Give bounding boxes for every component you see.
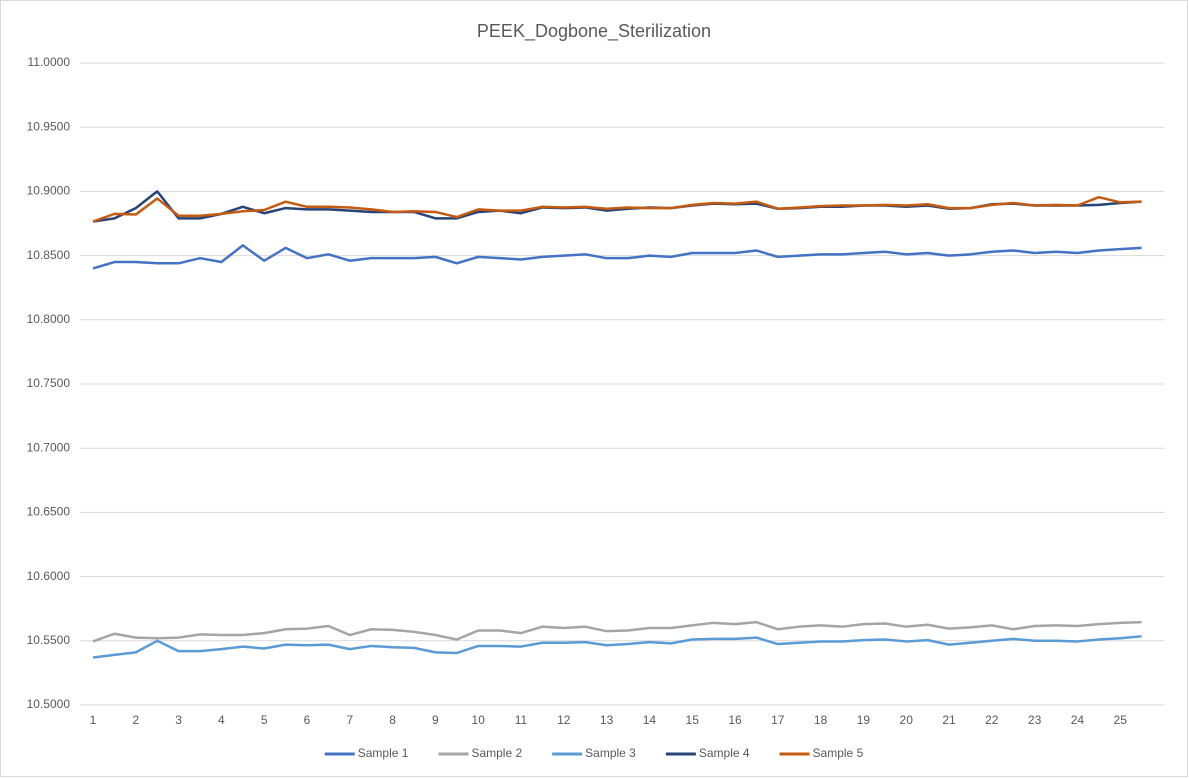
legend-label: Sample 2 — [471, 746, 522, 760]
y-tick-label: 10.5000 — [27, 697, 71, 711]
x-tick-label: 5 — [261, 713, 268, 727]
x-tick-label: 2 — [132, 713, 139, 727]
x-tick-label: 23 — [1028, 713, 1042, 727]
x-tick-label: 20 — [900, 713, 914, 727]
x-tick-label: 21 — [942, 713, 956, 727]
y-tick-label: 11.0000 — [28, 55, 71, 69]
y-tick-label: 10.6000 — [27, 569, 71, 583]
x-tick-label: 22 — [985, 713, 999, 727]
x-tick-label: 19 — [857, 713, 871, 727]
x-tick-label: 13 — [600, 713, 614, 727]
x-tick-label: 15 — [686, 713, 700, 727]
chart-title: PEEK_Dogbone_Sterilization — [477, 21, 711, 42]
x-tick-label: 3 — [175, 713, 182, 727]
y-tick-label: 10.9000 — [27, 184, 71, 198]
y-tick-label: 10.6500 — [27, 505, 71, 519]
y-tick-label: 10.5500 — [27, 633, 71, 647]
x-tick-label: 4 — [218, 713, 225, 727]
x-tick-label: 11 — [515, 713, 528, 727]
y-tick-label: 10.9500 — [27, 119, 71, 133]
legend-label: Sample 1 — [358, 746, 409, 760]
x-tick-label: 8 — [389, 713, 396, 727]
legend-label: Sample 5 — [813, 746, 864, 760]
y-tick-label: 10.7000 — [27, 440, 71, 454]
x-tick-label: 6 — [304, 713, 311, 727]
x-tick-label: 18 — [814, 713, 828, 727]
x-tick-label: 1 — [90, 713, 97, 727]
x-tick-label: 12 — [557, 713, 571, 727]
x-tick-label: 10 — [472, 713, 486, 727]
series-line — [92, 244, 1142, 270]
series-line — [92, 195, 1142, 223]
legend-label: Sample 4 — [699, 746, 750, 760]
x-tick-label: 24 — [1071, 713, 1085, 727]
y-tick-label: 10.7500 — [27, 376, 71, 390]
x-tick-label: 16 — [728, 713, 742, 727]
series-line — [92, 635, 1142, 659]
x-tick-label: 14 — [643, 713, 657, 727]
x-tick-label: 17 — [771, 713, 785, 727]
series-line — [92, 620, 1142, 643]
y-tick-label: 10.8500 — [27, 248, 71, 262]
x-tick-label: 7 — [346, 713, 353, 727]
x-tick-label: 9 — [432, 713, 439, 727]
legend-label: Sample 3 — [585, 746, 636, 760]
y-tick-label: 10.8000 — [27, 312, 71, 326]
x-tick-label: 25 — [1114, 713, 1128, 727]
